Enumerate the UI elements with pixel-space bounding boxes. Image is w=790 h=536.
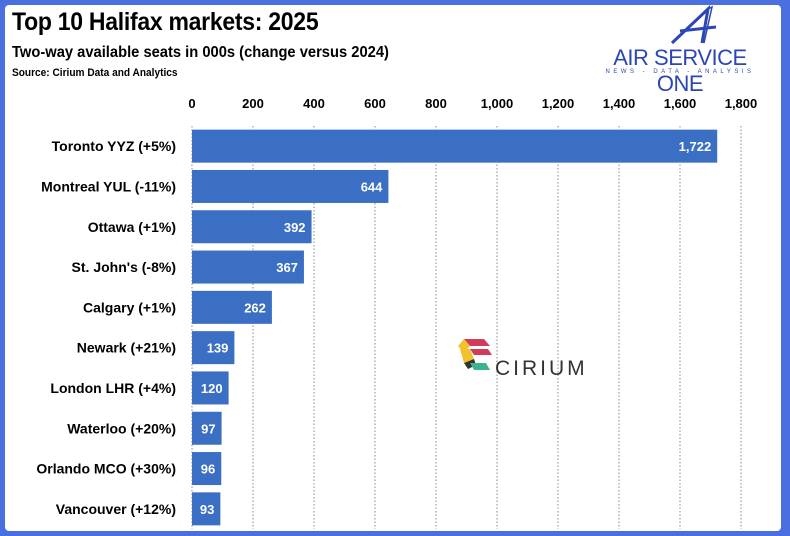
category-label: Calgary (+1%) — [83, 299, 176, 315]
chart-title: Top 10 Halifax markets: 2025 — [12, 8, 319, 36]
chart-source: Source: Cirium Data and Analytics — [12, 67, 178, 79]
x-tick-label: 200 — [242, 96, 264, 111]
chart-frame — [5, 5, 781, 531]
value-label: 1,722 — [679, 139, 712, 154]
cirium-watermark: CIRIUM — [495, 357, 588, 380]
category-label: London LHR (+4%) — [50, 380, 176, 396]
category-label: Toronto YYZ (+5%) — [52, 138, 176, 154]
x-tick-label: 400 — [303, 96, 325, 111]
category-label: St. John's (-8%) — [72, 259, 176, 275]
x-tick-label: 1,800 — [725, 96, 758, 111]
value-label: 120 — [201, 381, 223, 396]
value-label: 392 — [284, 220, 306, 235]
category-label: Newark (+21%) — [77, 340, 176, 356]
bar — [192, 210, 312, 244]
category-label: Vancouver (+12%) — [56, 501, 176, 517]
bar — [192, 492, 221, 526]
x-tick-label: 1,600 — [664, 96, 697, 111]
x-tick-label: 1,000 — [481, 96, 514, 111]
value-label: 93 — [200, 502, 214, 517]
bar — [192, 331, 235, 365]
chart-subtitle: Two-way available seats in 000s (change … — [12, 44, 389, 61]
logo-tagline: NEWS - DATA - ANALYSIS — [605, 69, 755, 75]
value-label: 97 — [201, 421, 215, 436]
category-label: Waterloo (+20%) — [67, 420, 176, 436]
value-label: 262 — [244, 300, 266, 315]
category-label: Ottawa (+1%) — [88, 219, 176, 235]
bar — [192, 290, 272, 324]
x-tick-label: 1,400 — [603, 96, 636, 111]
value-label: 644 — [361, 179, 383, 194]
x-tick-label: 600 — [364, 96, 386, 111]
value-label: 139 — [207, 341, 229, 356]
category-label: Montreal YUL (-11%) — [41, 178, 176, 194]
x-tick-label: 0 — [188, 96, 195, 111]
bar — [192, 169, 389, 203]
x-tick-label: 800 — [425, 96, 447, 111]
air-service-one-logo: AIR SERVICE ONE NEWS - DATA - ANALYSIS — [590, 5, 770, 96]
bar — [192, 452, 222, 486]
x-tick-label: 1,200 — [542, 96, 575, 111]
logo-name: AIR SERVICE ONE — [613, 45, 747, 96]
value-label: 96 — [201, 462, 215, 477]
bar — [192, 371, 229, 405]
cirium-logo-icon — [458, 339, 492, 370]
bar — [192, 250, 304, 284]
bar — [192, 129, 718, 163]
value-label: 367 — [276, 260, 298, 275]
bar — [192, 411, 222, 445]
category-label: Orlando MCO (+30%) — [36, 461, 176, 477]
logo-a-icon — [670, 5, 717, 45]
